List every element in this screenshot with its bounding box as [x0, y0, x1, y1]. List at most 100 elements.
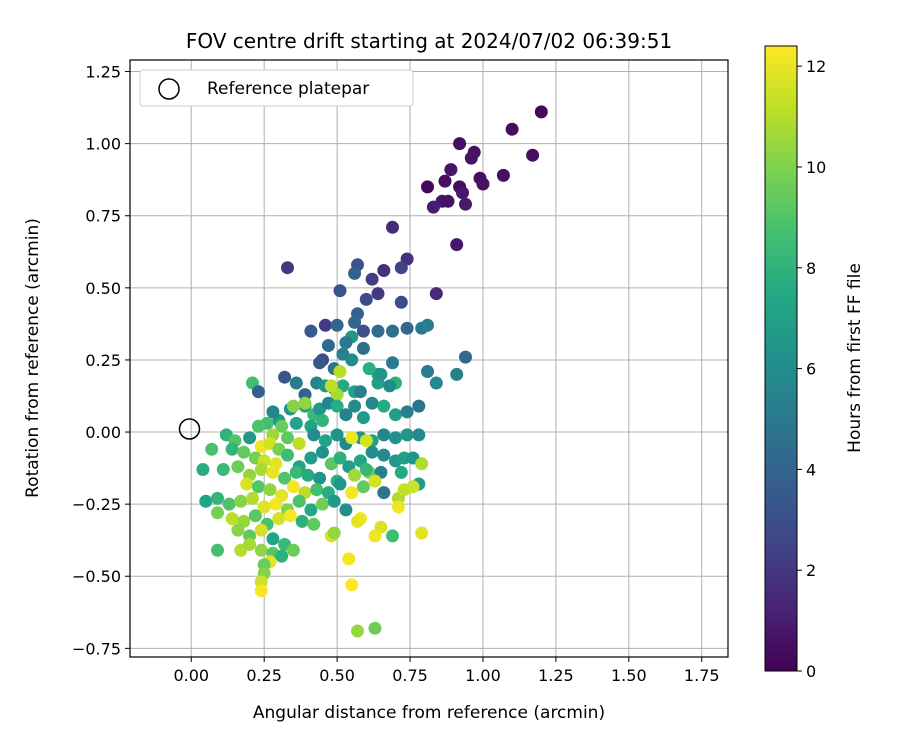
- data-point: [400, 405, 414, 419]
- data-point: [254, 543, 268, 557]
- data-point: [278, 370, 292, 384]
- data-point: [368, 621, 382, 635]
- data-point: [389, 408, 402, 422]
- data-point: [266, 532, 280, 546]
- data-point: [342, 552, 356, 566]
- data-point: [441, 194, 455, 208]
- x-axis-ticks: 0.00 0.25 0.50 0.75 1.00 1.25 1.50 1.75: [173, 657, 720, 685]
- data-point: [310, 483, 324, 497]
- data-point: [459, 350, 472, 364]
- data-point: [356, 480, 370, 494]
- data-point: [389, 431, 402, 445]
- data-point: [348, 468, 362, 482]
- data-point: [450, 238, 464, 252]
- data-point: [316, 414, 329, 427]
- data-point: [394, 261, 408, 275]
- data-point: [356, 324, 370, 338]
- data-point: [275, 419, 289, 433]
- data-point: [400, 428, 414, 442]
- data-point: [234, 494, 248, 508]
- colorbar-tick-label: 6: [806, 360, 816, 379]
- data-point: [292, 437, 306, 451]
- data-point: [534, 105, 548, 119]
- data-point: [426, 200, 440, 214]
- data-point: [421, 365, 434, 378]
- data-point: [246, 491, 259, 505]
- colorbar-tick-label: 0: [806, 662, 816, 681]
- data-points: [196, 105, 548, 638]
- data-point: [307, 428, 321, 442]
- colorbar: 0 2 4 6 8 10 12 Hours from first FF file: [764, 45, 865, 681]
- data-point: [225, 442, 239, 456]
- y-tick-label: −0.50: [72, 567, 121, 586]
- data-point: [505, 122, 519, 136]
- y-tick-label: 1.00: [85, 135, 121, 154]
- data-point: [304, 503, 318, 517]
- data-point: [377, 399, 391, 413]
- data-point: [298, 396, 312, 410]
- data-point: [333, 477, 347, 491]
- data-point: [283, 509, 297, 523]
- y-tick-label: 0.00: [85, 423, 121, 442]
- data-point: [386, 356, 399, 370]
- x-tick-label: 0.75: [392, 666, 428, 685]
- data-point: [318, 434, 332, 448]
- data-point: [348, 266, 362, 280]
- data-point: [345, 353, 359, 367]
- data-point: [526, 148, 540, 162]
- data-point: [231, 460, 245, 474]
- y-tick-label: −0.25: [72, 495, 121, 514]
- data-point: [266, 465, 280, 479]
- data-point: [243, 431, 257, 445]
- reference-platepar-marker: [178, 418, 201, 440]
- data-point: [263, 483, 277, 497]
- data-point: [231, 523, 245, 537]
- data-point: [415, 457, 429, 471]
- data-point: [386, 220, 399, 234]
- data-point: [333, 365, 347, 378]
- data-point: [368, 474, 382, 488]
- data-point: [251, 385, 265, 399]
- data-point: [281, 431, 294, 445]
- data-point: [356, 411, 370, 425]
- data-point: [345, 486, 359, 500]
- data-point: [353, 385, 367, 399]
- data-point: [429, 376, 443, 390]
- data-point: [476, 177, 490, 191]
- data-point: [456, 186, 469, 200]
- data-point: [304, 324, 318, 338]
- data-point: [243, 538, 257, 551]
- data-point: [377, 486, 391, 500]
- data-point: [316, 445, 329, 459]
- data-point: [248, 509, 262, 523]
- data-point: [421, 180, 434, 194]
- data-point: [333, 451, 347, 465]
- data-point: [257, 500, 271, 514]
- data-point: [316, 497, 329, 511]
- data-point: [254, 463, 268, 476]
- data-point: [313, 356, 327, 370]
- data-point: [286, 543, 300, 557]
- data-point: [269, 497, 283, 511]
- data-point: [415, 526, 429, 540]
- data-point: [196, 463, 210, 476]
- colorbar-tick-label: 4: [806, 460, 816, 479]
- colorbar-label: Hours from first FF file: [845, 263, 865, 453]
- data-point: [289, 465, 303, 479]
- data-point: [386, 324, 399, 338]
- data-point: [348, 315, 362, 329]
- data-point: [318, 318, 332, 332]
- data-point: [295, 514, 309, 528]
- data-point: [289, 416, 303, 430]
- data-point: [339, 336, 353, 350]
- data-point: [211, 543, 224, 557]
- data-point: [371, 287, 385, 301]
- data-point: [394, 295, 408, 309]
- data-point: [377, 264, 391, 277]
- data-point: [464, 151, 478, 165]
- data-point: [348, 399, 362, 413]
- data-point: [374, 367, 388, 381]
- y-tick-label: −0.75: [72, 639, 121, 658]
- data-point: [254, 584, 268, 598]
- data-point: [359, 434, 373, 448]
